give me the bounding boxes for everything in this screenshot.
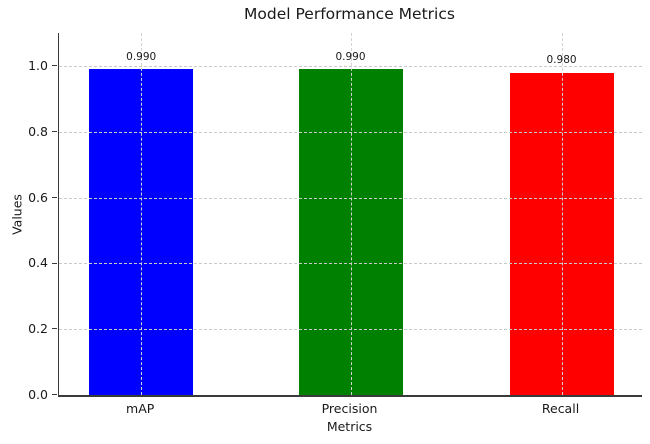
bar-value-label: 0.980 bbox=[546, 54, 577, 67]
y-axis-label: Values bbox=[9, 194, 25, 235]
plot-area: 0.990 0.990 0.980 bbox=[58, 33, 642, 397]
v-gridline bbox=[350, 33, 352, 395]
y-tick-label: 0.8 bbox=[28, 123, 48, 139]
y-tick-label: 0.4 bbox=[28, 255, 48, 271]
y-tick-mark bbox=[52, 262, 57, 264]
y-tick-mark bbox=[52, 130, 57, 132]
x-tick-label: Precision bbox=[321, 401, 378, 416]
y-tick-label: 0.0 bbox=[28, 387, 48, 402]
x-axis-label: Metrics bbox=[326, 419, 373, 434]
y-tick-label: 0.6 bbox=[28, 189, 48, 205]
y-tick-label: 1.0 bbox=[28, 57, 48, 73]
x-tick-label: Recall bbox=[541, 401, 580, 416]
bar-value-label: 0.990 bbox=[335, 51, 366, 64]
y-tick-mark bbox=[52, 65, 57, 67]
chart-title: Model Performance Metrics bbox=[244, 5, 455, 23]
y-tick-mark bbox=[52, 394, 57, 396]
y-tick-label: 0.2 bbox=[28, 321, 48, 337]
y-tick-mark bbox=[52, 196, 57, 198]
y-tick-mark bbox=[52, 328, 57, 330]
v-gridline bbox=[561, 33, 563, 395]
x-tick-label: mAP bbox=[126, 401, 155, 416]
v-gridline bbox=[141, 33, 143, 395]
bar-value-label: 0.990 bbox=[126, 51, 157, 64]
